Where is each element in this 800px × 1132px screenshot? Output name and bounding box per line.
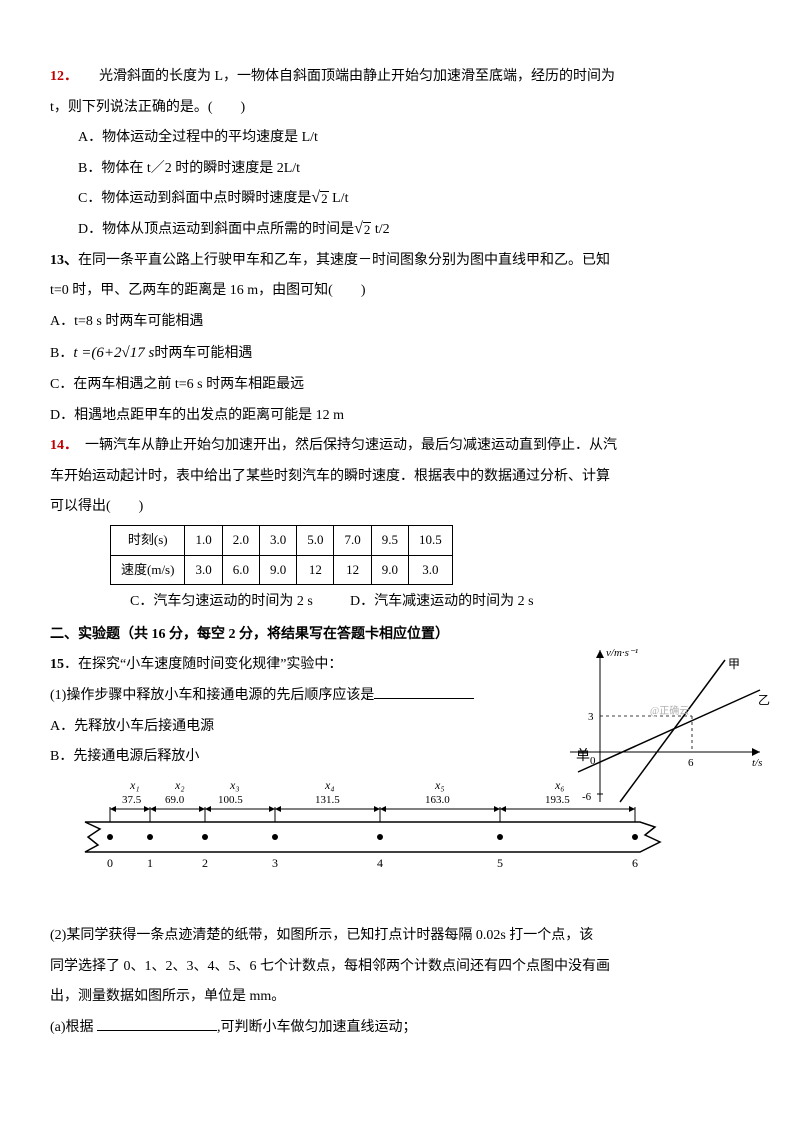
q12-c-arg: 2	[320, 191, 329, 206]
q13-line2: t=0 时，甲、乙两车的距离是 16 m，由图可知( )	[50, 278, 750, 305]
q15-num: 15	[50, 657, 64, 672]
q13-opt-a: A．t=8 s 时两车可能相遇	[50, 309, 750, 336]
q13-b-post: 时两车可能相遇	[154, 346, 252, 361]
q12-opt-a: A．物体运动全过程中的平均速度是 L/t	[50, 125, 750, 152]
q15-wrap: v/m·s⁻¹ t/s 3 -6 6 0 甲 乙 @正确云 15．在探究“小车速…	[50, 652, 750, 770]
cell: 3.0	[259, 525, 296, 555]
svg-text:x₃: x₃	[229, 778, 240, 792]
q15-pa: (a)根据 ,可判断小车做匀加速直线运动；	[50, 1015, 750, 1042]
q15-p2c: 出，测量数据如图所示，单位是 mm。	[50, 984, 750, 1011]
q12-opt-d: D．物体从顶点运动到斜面中点所需的时间是√2 t/2	[50, 217, 750, 244]
svg-text:100.5: 100.5	[218, 794, 243, 806]
svg-text:6: 6	[632, 856, 638, 870]
cell: 10.5	[408, 525, 452, 555]
q14-opts-cd: C．汽车匀速运动的时间为 2 sD．汽车减速运动的时间为 2 s	[50, 589, 750, 616]
cell: 9.0	[259, 555, 296, 585]
cell: 1.0	[185, 525, 222, 555]
q12-opt-b: B．物体在 t／2 时的瞬时速度是 2L/t	[50, 156, 750, 183]
cell: 6.0	[222, 555, 259, 585]
svg-text:5: 5	[497, 856, 503, 870]
q13-b-pre: B．	[50, 346, 73, 361]
svg-text:131.5: 131.5	[315, 794, 340, 806]
ylabel: v/m·s⁻¹	[606, 647, 638, 659]
q15-pa-post: ,可判断小车做匀加速直线运动；	[217, 1020, 417, 1035]
svg-text:x₄: x₄	[324, 778, 335, 792]
svg-text:163.0: 163.0	[425, 794, 450, 806]
q13-opt-c: C．在两车相遇之前 t=6 s 时两车相距最远	[50, 372, 750, 399]
table-row: 时刻(s) 1.0 2.0 3.0 5.0 7.0 9.5 10.5	[111, 525, 453, 555]
q13-opt-d: D．相遇地点距甲车的出发点的距离可能是 12 m	[50, 403, 750, 430]
svg-text:1: 1	[147, 856, 153, 870]
q13-num: 13、	[50, 253, 78, 268]
q15-p2a: (2)某同学获得一条点迹清楚的纸带，如图所示，已知打点计时器每隔 0.02s 打…	[50, 923, 750, 950]
q14-stem-a: 一辆汽车从静止开始匀加速开出，然后保持匀速运动，最后匀减速运动直到停止．从汽	[85, 438, 617, 453]
cell: 12	[334, 555, 371, 585]
q12-line2: t，则下列说法正确的是。( )	[50, 95, 750, 122]
q12-c-pre: C．物体运动到斜面中点时瞬时速度是	[78, 191, 311, 206]
q12-num: 12．	[50, 69, 71, 84]
q12-stem-a: 光滑斜面的长度为 L，一物体自斜面顶端由静止开始匀加速滑至底端，经历的时间为	[99, 69, 615, 84]
blank-input[interactable]	[97, 1030, 217, 1031]
q15-b-text: B．先接通电源后释放小	[50, 749, 199, 764]
blank-input[interactable]	[374, 698, 474, 699]
velocity-time-graph: v/m·s⁻¹ t/s 3 -6 6 0 甲 乙 @正确云	[560, 642, 770, 812]
q15-stem-text: ．在探究“小车速度随时间变化规律”实验中：	[64, 657, 342, 672]
ytick: 3	[588, 711, 594, 723]
q12-d-post: t/2	[371, 222, 389, 237]
line-yi-label: 乙	[758, 693, 770, 707]
q13-line1: 13、在同一条平直公路上行驶甲车和乙车，其速度－时间图象分别为图中直线甲和乙。已…	[50, 248, 750, 275]
svg-text:x₁: x₁	[129, 778, 140, 792]
q13-stem-a: 在同一条平直公路上行驶甲车和乙车，其速度－时间图象分别为图中直线甲和乙。已知	[78, 253, 610, 268]
svg-text:x₂: x₂	[174, 778, 185, 792]
cell: 2.0	[222, 525, 259, 555]
cell: 速度(m/s)	[111, 555, 185, 585]
svg-text:3: 3	[272, 856, 278, 870]
svg-text:69.0: 69.0	[165, 794, 185, 806]
q12-line1: 12． 光滑斜面的长度为 L，一物体自斜面顶端由静止开始匀加速滑至底端，经历的时…	[50, 64, 750, 91]
cell: 9.0	[371, 555, 408, 585]
table-row: 速度(m/s) 3.0 6.0 9.0 12 12 9.0 3.0	[111, 555, 453, 585]
q14-c: C．汽车匀速运动的时间为 2 s	[130, 589, 350, 616]
cell: 3.0	[185, 555, 222, 585]
cell: 时刻(s)	[111, 525, 185, 555]
svg-text:x₅: x₅	[434, 778, 445, 792]
q14-line2: 车开始运动起计时，表中给出了某些时刻汽车的瞬时速度．根据表中的数据通过分析、计算	[50, 464, 750, 491]
cell: 7.0	[334, 525, 371, 555]
q14-num: 14．	[50, 438, 71, 453]
q15-p1-pre: (1)操作步骤中释放小车和接通电源的先后顺序应该是	[50, 688, 374, 703]
ytick-neg: -6	[582, 791, 592, 803]
cell: 12	[297, 555, 334, 585]
line-jia-label: 甲	[728, 657, 740, 671]
q14-line1: 14． 一辆汽车从静止开始匀加速开出，然后保持匀速运动，最后匀减速运动直到停止．…	[50, 433, 750, 460]
sqrt-icon: √2	[311, 191, 328, 207]
q13-opt-b: B．t =(6+2√17 s时两车可能相遇	[50, 339, 750, 368]
q14-d: D．汽车减速运动的时间为 2 s	[350, 594, 534, 609]
svg-text:2: 2	[202, 856, 208, 870]
q14-line3: 可以得出( )	[50, 494, 750, 521]
xtick: 6	[688, 757, 694, 769]
cell: 3.0	[408, 555, 452, 585]
graph-svg: v/m·s⁻¹ t/s 3 -6 6 0 甲 乙	[560, 642, 770, 812]
q15-p2b: 同学选择了 0、1、2、3、4、5、6 七个计数点，每相邻两个计数点间还有四个点…	[50, 954, 750, 981]
cell: 9.5	[371, 525, 408, 555]
q12-d-pre: D．物体从顶点运动到斜面中点所需的时间是	[78, 222, 354, 237]
sqrt-icon: √2	[354, 222, 371, 238]
svg-text:37.5: 37.5	[122, 794, 142, 806]
q12-opt-c: C．物体运动到斜面中点时瞬时速度是√2 L/t	[50, 186, 750, 213]
svg-text:4: 4	[377, 856, 383, 870]
q14-table: 时刻(s) 1.0 2.0 3.0 5.0 7.0 9.5 10.5 速度(m/…	[110, 525, 453, 585]
cell: 5.0	[297, 525, 334, 555]
q13-b-expr: t =(6+2√17 s	[73, 345, 154, 361]
q12-c-post: L/t	[329, 191, 349, 206]
xlabel: t/s	[752, 757, 762, 769]
svg-text:0: 0	[107, 856, 113, 870]
q15-pa-pre: (a)根据	[50, 1020, 97, 1035]
